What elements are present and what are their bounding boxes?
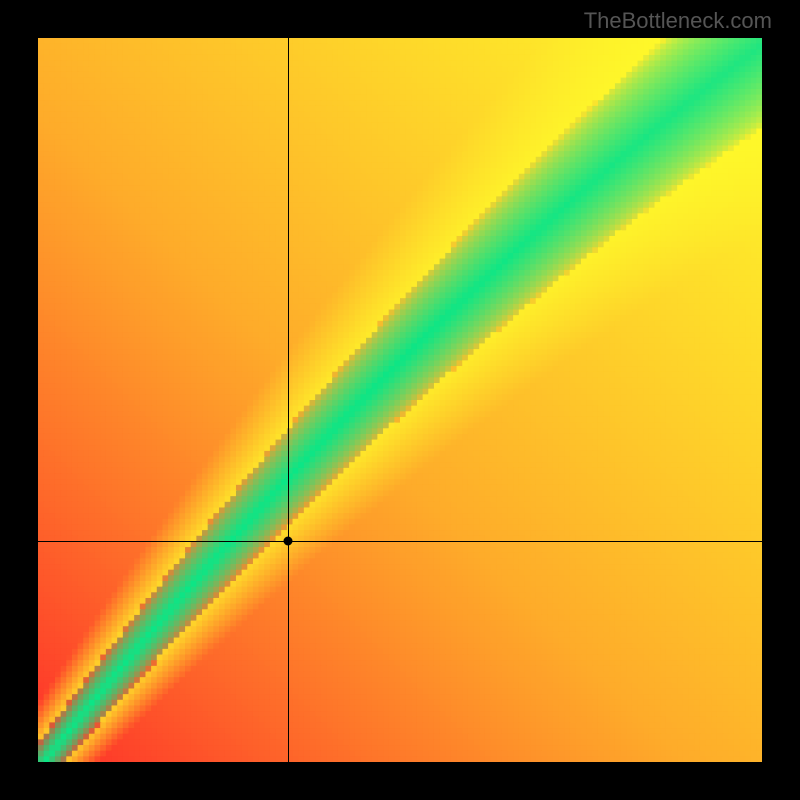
- heatmap-plot: [38, 38, 762, 762]
- heatmap-canvas: [38, 38, 762, 762]
- crosshair-vertical: [288, 38, 289, 762]
- crosshair-horizontal: [38, 541, 762, 542]
- marker-dot: [283, 537, 292, 546]
- watermark-text: TheBottleneck.com: [584, 8, 772, 34]
